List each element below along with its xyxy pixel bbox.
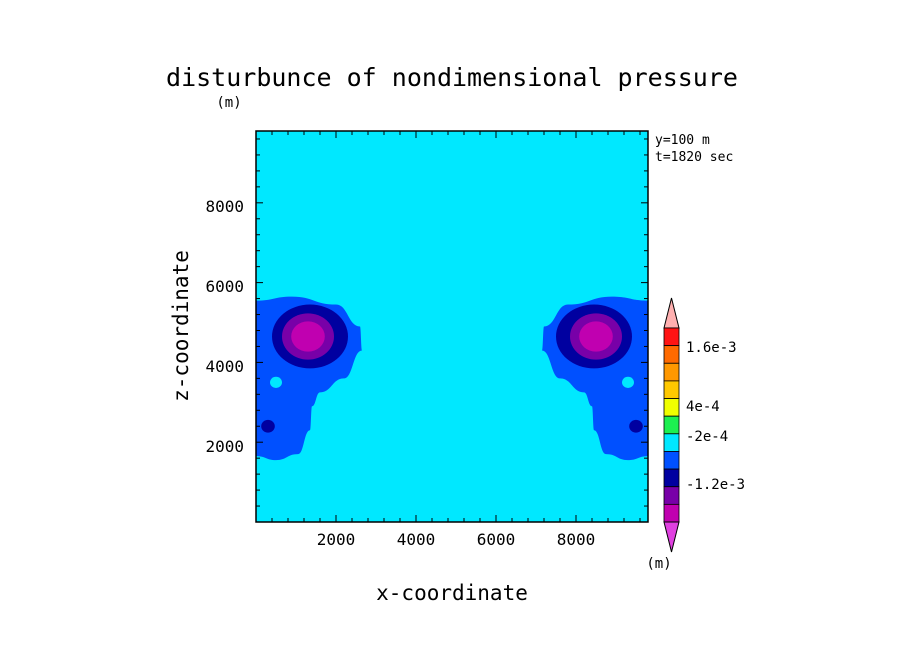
contour-band-6	[256, 131, 648, 522]
colorbar-swatch-8	[663, 468, 680, 488]
colorbar-swatch-0	[663, 327, 680, 347]
contour-region-11	[622, 376, 634, 388]
x-tick-label-2000: 2000	[317, 530, 356, 549]
colorbar-swatch-2	[663, 362, 680, 382]
annotation-time: t=1820 sec	[655, 150, 733, 165]
plot-frame	[255, 130, 649, 523]
y-tick-label-6000: 6000	[205, 277, 244, 296]
colorbar-label-3: -2e-4	[686, 429, 728, 445]
contour-region-10	[270, 376, 282, 388]
colorbar-label-4: -1.2e-3	[686, 477, 745, 493]
contour-region-6	[291, 321, 325, 352]
colorbar-swatch-5	[663, 415, 680, 435]
colorbar-swatch-7	[663, 451, 680, 470]
y-unit-label: (m)	[216, 95, 241, 111]
x-axis-label: x-coordinate	[376, 581, 528, 605]
axis-ticks	[256, 131, 648, 522]
x-tick-label-8000: 8000	[557, 530, 596, 549]
colorbar-swatch-9	[663, 486, 680, 505]
y-tick-label-8000: 8000	[205, 197, 244, 216]
contour-region-7	[579, 321, 613, 352]
contour-region-9	[629, 419, 643, 433]
colorbar-swatch-10	[663, 503, 680, 523]
colorbar-swatch-6	[663, 433, 680, 452]
colorbar-under-triangle	[663, 521, 680, 553]
x-tick-label-6000: 6000	[477, 530, 516, 549]
y-tick-label-4000: 4000	[205, 357, 244, 376]
y-tick-label-2000: 2000	[205, 437, 244, 456]
chart-title: disturbunce of nondimensional pressure	[166, 63, 738, 92]
y-axis-label: z-coordinate	[169, 250, 193, 402]
colorbar-swatch-3	[663, 380, 680, 399]
colorbar-unit-label: (m)	[646, 556, 671, 572]
contour-region-8	[261, 419, 275, 433]
annotation-y-slice: y=100 m	[655, 133, 710, 148]
colorbar	[663, 297, 680, 553]
x-tick-label-4000: 4000	[397, 530, 436, 549]
plot-area	[256, 131, 648, 522]
colorbar-over-triangle	[663, 297, 680, 329]
colorbar-label-2: 4e-4	[686, 399, 720, 415]
colorbar-swatch-4	[663, 398, 680, 417]
colorbar-swatch-1	[663, 345, 680, 364]
colorbar-label-1: 1.6e-3	[686, 340, 737, 356]
